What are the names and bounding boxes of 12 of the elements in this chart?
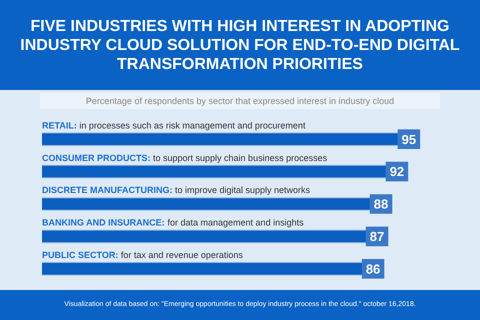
data-label: 86 (366, 261, 380, 276)
data-label: 95 (402, 132, 416, 147)
y-tick-label: RETAIL: in processes such as risk management and procurement (42, 120, 306, 130)
data-label: 92 (390, 164, 404, 180)
y-tick-label: BANKING AND INSURANCE: for data management and insights (42, 218, 304, 228)
chart-subtitle: Percentage of respondents by sector that expressed interest in industry cloud (40, 93, 440, 109)
data-label: 87 (370, 228, 384, 244)
data-label: 88 (374, 196, 388, 212)
y-tick-label: PUBLIC SECTOR: for tax and revenue operations (42, 250, 244, 260)
y-tick-label: CONSUMER PRODUCTS: to support supply chain business processes (42, 152, 328, 163)
chart-title: FIVE INDUSTRIES WITH HIGH INTEREST IN ADOPTING INDUSTRY CLOUD SOLUTION FOR END-TO-END DIGITAL TRANSFORMATION PRIORITIES (0, 0, 480, 90)
y-tick-label: DISCRETE MANUFACTURING: to improve digital supply networks (42, 185, 311, 196)
